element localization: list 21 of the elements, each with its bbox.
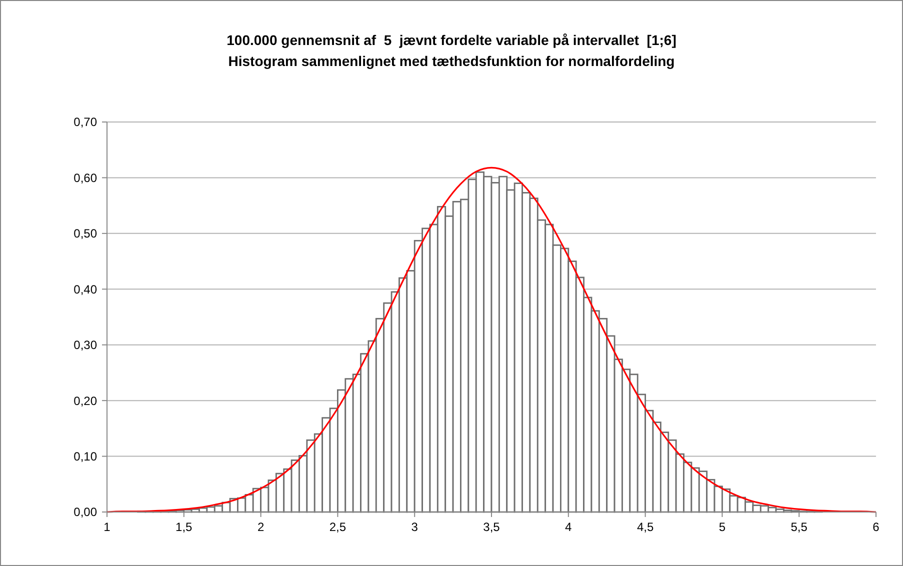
y-tick-label: 0,10: [74, 449, 98, 464]
x-tick-label: 3,5: [483, 520, 500, 534]
x-tick-label: 4,5: [636, 520, 654, 534]
y-tick-label: 0,00: [74, 505, 98, 520]
x-tick-label: 6: [872, 520, 880, 534]
x-tick-label: 3: [411, 520, 418, 534]
chart-subtitle: Histogram sammenlignet med tæthedsfunktion for normalfordeling: [228, 53, 675, 69]
x-tick-label: 5,5: [790, 520, 808, 534]
chart-title: 100.000 gennemsnit af 5 jævnt fordelte variable på intervallet [1;6]: [226, 32, 676, 48]
x-tick-label: 2: [257, 520, 264, 534]
x-tick-label: 2,5: [329, 520, 346, 534]
y-tick-label: 0,30: [74, 338, 98, 352]
y-tick-label: 0,50: [74, 226, 98, 241]
y-tick-label: 0,20: [74, 394, 98, 408]
x-tick-label: 1,5: [176, 520, 193, 534]
x-tick-label: 4: [565, 520, 572, 534]
y-tick-label: 0,60: [74, 170, 98, 185]
x-tick-label: 1: [104, 520, 111, 534]
y-tick-label: 0,40: [74, 282, 98, 296]
x-tick-label: 5: [718, 520, 726, 534]
y-tick-label: 0,70: [74, 115, 98, 130]
